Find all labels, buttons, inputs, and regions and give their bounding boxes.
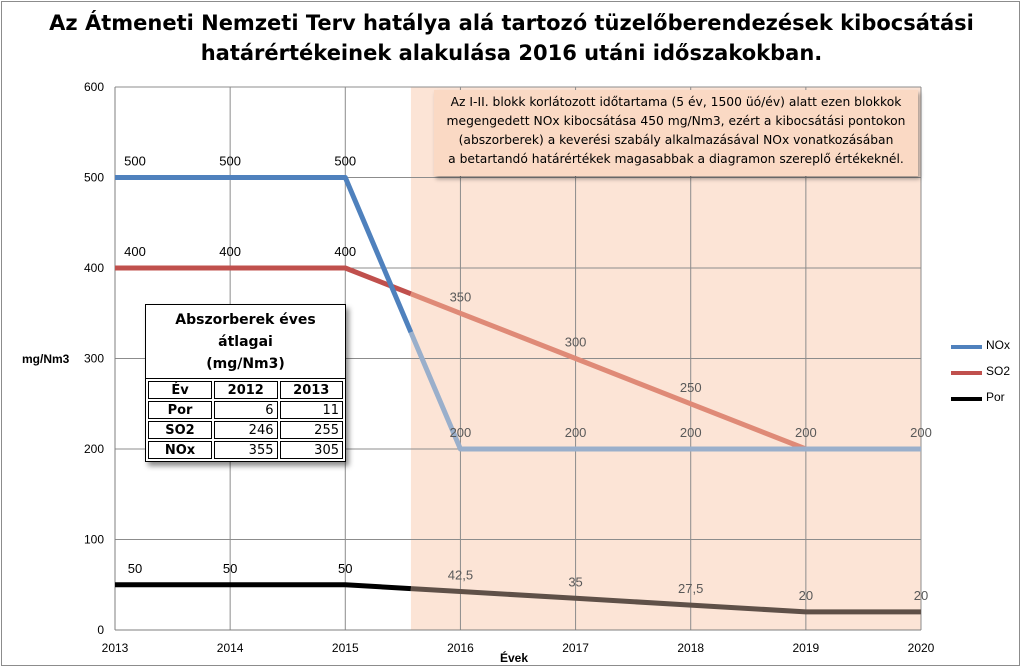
- x-tick-label: 2019: [793, 641, 820, 655]
- y-tick-label: 400: [84, 261, 104, 275]
- table-header-cell: 2013: [279, 381, 343, 399]
- data-label-nox: 200: [565, 425, 587, 440]
- series-line-faded-por: [410, 586, 921, 615]
- x-tick-label: 2013: [102, 641, 129, 655]
- legend-swatch-nox: [951, 345, 982, 349]
- x-tick-label: 2015: [332, 641, 359, 655]
- y-tick-label: 200: [84, 442, 104, 456]
- data-label-so2: 350: [450, 289, 472, 304]
- x-axis-label: Évek: [500, 651, 529, 665]
- series-line-nox: [115, 175, 414, 334]
- annotation-box: Az I-II. blokk korlátozott időtartama (5…: [434, 90, 918, 176]
- table-cell: 11: [279, 401, 343, 419]
- absorber-table: Abszorberek éves átlagai (mg/Nm3) Év 201…: [145, 304, 346, 462]
- x-tick-label: 2016: [447, 641, 474, 655]
- legend-swatch-por: [951, 397, 982, 401]
- y-axis-label: mg/Nm3: [22, 352, 70, 366]
- y-tick-label: 500: [84, 171, 104, 185]
- absorber-table-title-line-1: Abszorberek éves átlagai: [175, 312, 316, 350]
- legend-label-nox: NOx: [986, 338, 1010, 352]
- table-row-label: Por: [148, 401, 212, 419]
- table-cell: 305: [279, 441, 343, 459]
- data-label-por: 35: [568, 574, 582, 589]
- y-tick-label: 0: [97, 623, 104, 637]
- y-tick-label: 300: [84, 352, 104, 366]
- y-tick-label: 600: [84, 80, 104, 94]
- data-label-so2: 400: [219, 244, 241, 259]
- data-label-por: 42,5: [448, 568, 473, 583]
- data-label-nox: 200: [680, 425, 702, 440]
- data-label-por: 50: [338, 561, 352, 576]
- series-line-por: [115, 582, 412, 592]
- table-cell: 255: [279, 421, 343, 439]
- table-header-cell: Év: [148, 381, 212, 399]
- table-header-row: Év 2012 2013: [148, 381, 343, 399]
- absorber-table-grid: Év 2012 2013 Por 6 11 SO2 246 255 NOx 35…: [146, 379, 345, 461]
- data-label-so2: 400: [334, 244, 356, 259]
- table-row: Por 6 11: [148, 401, 343, 419]
- chart-title: Az Átmeneti Nemzeti Terv hatálya alá tar…: [0, 8, 1023, 68]
- data-label-nox: 200: [795, 425, 817, 440]
- data-label-nox: 500: [219, 154, 241, 169]
- table-cell: 6: [214, 401, 278, 419]
- data-label-so2: 300: [565, 335, 587, 350]
- annotation-line-1: Az I-II. blokk korlátozott időtartama (5…: [450, 95, 902, 109]
- x-tick-label: 2014: [217, 641, 244, 655]
- table-row-label: SO2: [148, 421, 212, 439]
- legend-label-por: Por: [986, 390, 1005, 404]
- series-line-faded-nox: [408, 331, 921, 452]
- table-row-label: NOx: [148, 441, 212, 459]
- x-tick-label: 2017: [562, 641, 589, 655]
- data-label-nox: 500: [334, 154, 356, 169]
- data-label-por: 50: [128, 561, 142, 576]
- x-tick-label: 2020: [908, 641, 935, 655]
- data-label-so2: 400: [124, 244, 146, 259]
- series-line-so2: [115, 265, 412, 297]
- data-label-por: 27,5: [678, 581, 703, 596]
- legend-swatch-so2: [951, 371, 982, 375]
- y-tick-label: 100: [84, 533, 104, 547]
- annotation-line-4: a betartandó határértékek magasabbak a d…: [448, 152, 904, 166]
- legend-label-so2: SO2: [986, 364, 1011, 378]
- x-tick-label: 2018: [677, 641, 704, 655]
- data-label-nox: 500: [124, 154, 146, 169]
- annotation-line-3: (abszorberek) a keverési szabály alkalma…: [458, 133, 894, 147]
- chart-title-line-2: határértékeinek alakulása 2016 utáni idő…: [200, 41, 823, 65]
- table-cell: 355: [214, 441, 278, 459]
- data-label-nox: 200: [910, 425, 932, 440]
- table-row: SO2 246 255: [148, 421, 343, 439]
- data-label-por: 20: [799, 588, 813, 603]
- annotation-line-2: megengedett NOx kibocsátása 450 mg/Nm3, …: [446, 114, 906, 128]
- chart-title-line-1: Az Átmeneti Nemzeti Terv hatálya alá tar…: [49, 11, 974, 35]
- data-label-por: 50: [223, 561, 237, 576]
- absorber-table-title-line-2: (mg/Nm3): [206, 356, 285, 372]
- absorber-table-title: Abszorberek éves átlagai (mg/Nm3): [146, 305, 345, 379]
- table-row: NOx 355 305: [148, 441, 343, 459]
- table-cell: 246: [214, 421, 278, 439]
- table-header-cell: 2012: [214, 381, 278, 399]
- data-label-por: 20: [914, 588, 928, 603]
- data-label-nox: 200: [450, 425, 472, 440]
- data-label-so2: 250: [680, 380, 702, 395]
